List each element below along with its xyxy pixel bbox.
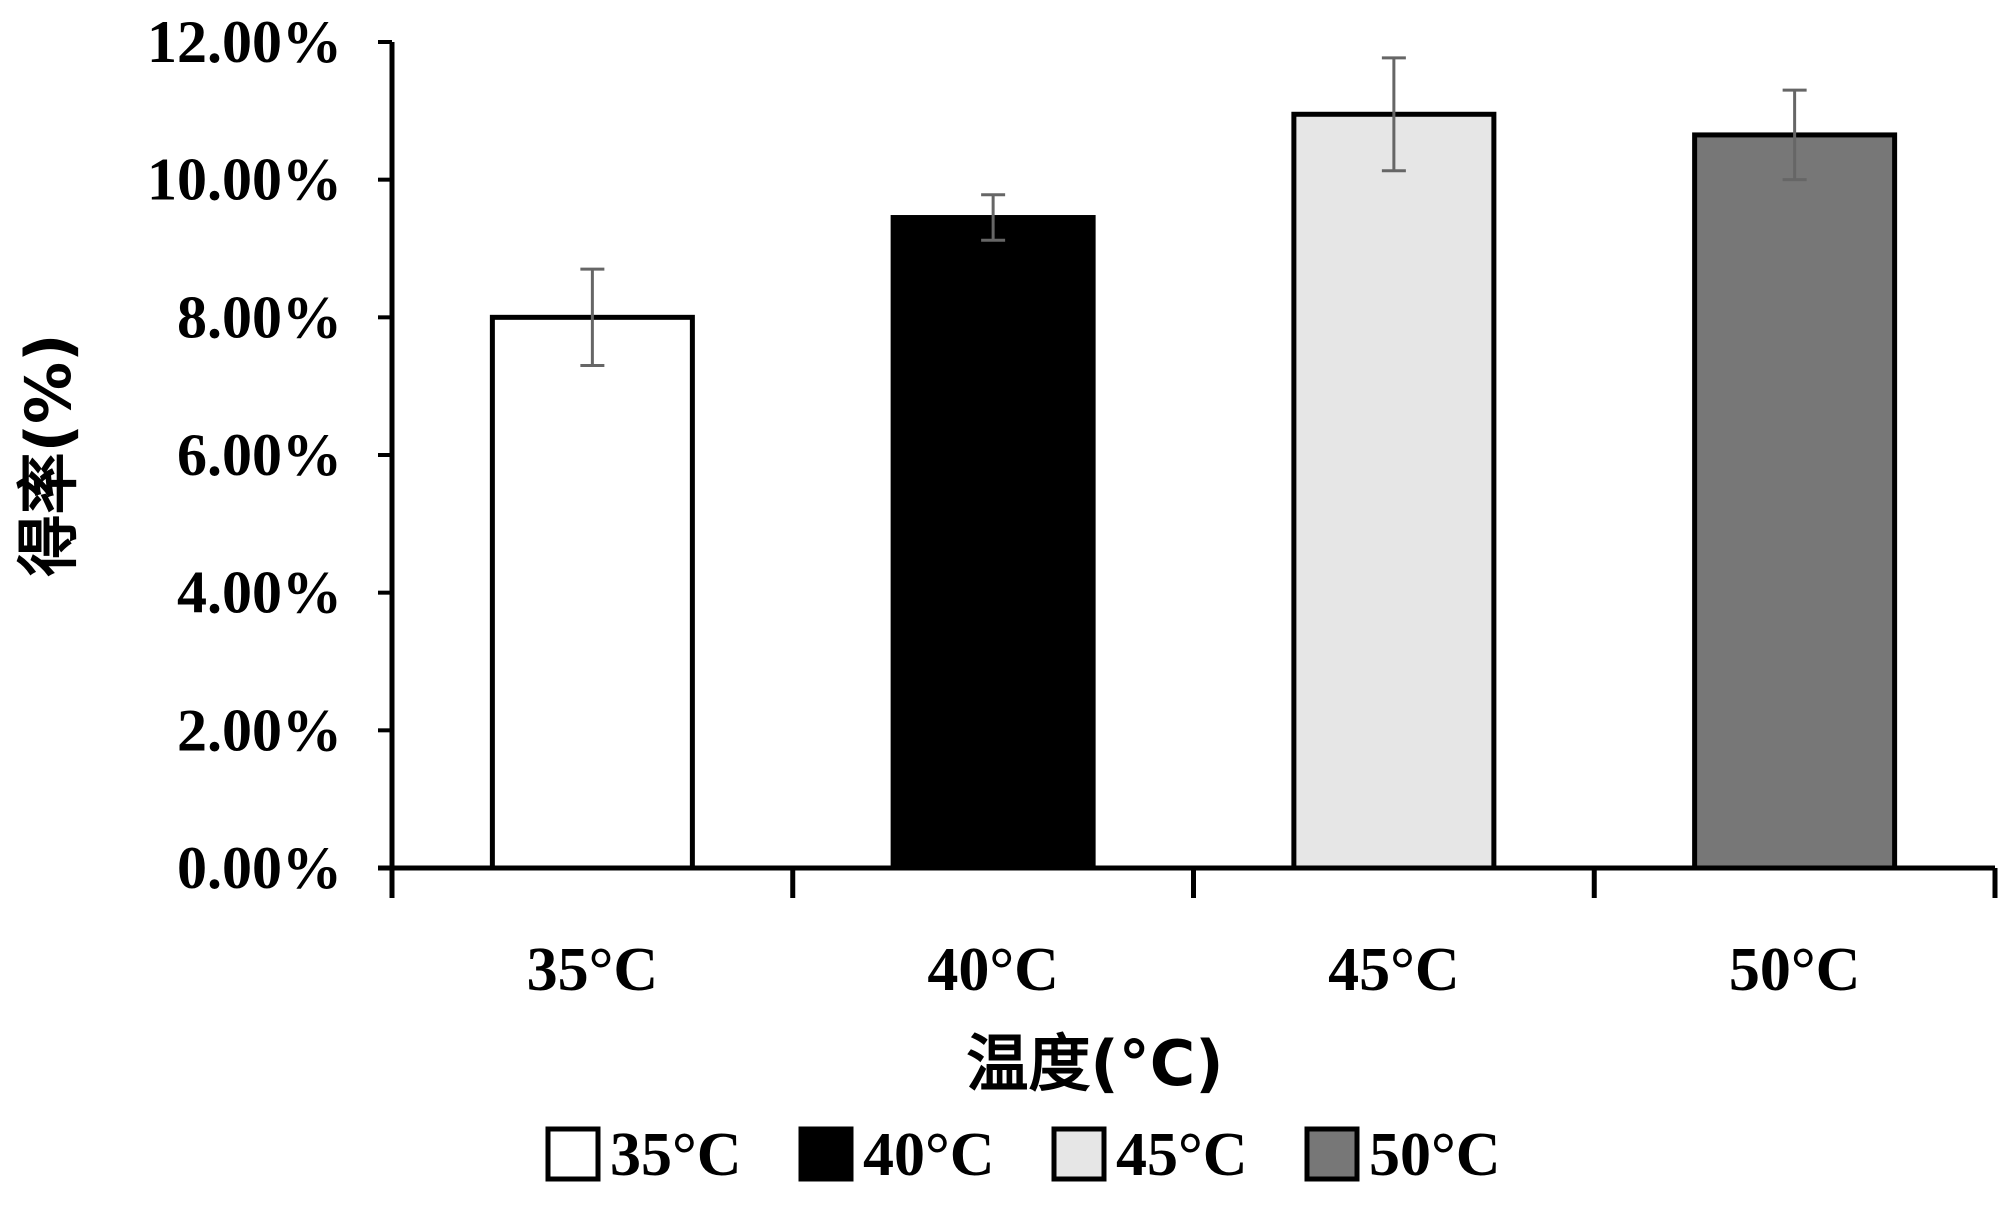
legend-swatch-2 bbox=[798, 1126, 854, 1182]
x-axis-labels: 35°C 40°C 45°C 50°C bbox=[527, 936, 1861, 1004]
legend: 35°C 40°C 45°C 50°C bbox=[545, 1121, 1501, 1189]
y-tick-label: 10.00% bbox=[147, 147, 342, 213]
bars bbox=[489, 111, 1898, 871]
legend-swatch-3 bbox=[1051, 1126, 1107, 1182]
y-axis-ticks: 0.00% 2.00% 4.00% 6.00% 8.00% 10.00% 12.00% bbox=[147, 9, 392, 901]
legend-label-2: 40°C bbox=[863, 1121, 995, 1189]
error-bars bbox=[580, 56, 1807, 368]
x-axis-title: 温度(°C) bbox=[966, 1027, 1223, 1100]
axes bbox=[378, 42, 1998, 898]
bar-3 bbox=[1291, 111, 1497, 871]
y-axis-title: 得率(%) bbox=[12, 334, 85, 577]
y-tick-label: 8.00% bbox=[177, 284, 342, 350]
legend-label-4: 50°C bbox=[1369, 1121, 1501, 1189]
legend-swatch-1 bbox=[545, 1126, 601, 1182]
x-tick-label: 35°C bbox=[527, 936, 659, 1004]
legend-label-3: 45°C bbox=[1116, 1121, 1248, 1189]
y-tick-label: 4.00% bbox=[177, 560, 342, 626]
x-tick-label: 45°C bbox=[1328, 936, 1460, 1004]
legend-swatch-4 bbox=[1304, 1126, 1360, 1182]
bar-1 bbox=[489, 314, 695, 871]
y-tick-label: 2.00% bbox=[177, 697, 342, 763]
x-tick-label: 40°C bbox=[927, 936, 1059, 1004]
bar-2 bbox=[890, 215, 1096, 871]
y-tick-label: 12.00% bbox=[147, 9, 342, 75]
legend-label-1: 35°C bbox=[610, 1121, 742, 1189]
x-tick-label: 50°C bbox=[1729, 936, 1861, 1004]
y-tick-label: 0.00% bbox=[177, 835, 342, 901]
y-tick-label: 6.00% bbox=[177, 422, 342, 488]
bar-4 bbox=[1692, 132, 1898, 871]
